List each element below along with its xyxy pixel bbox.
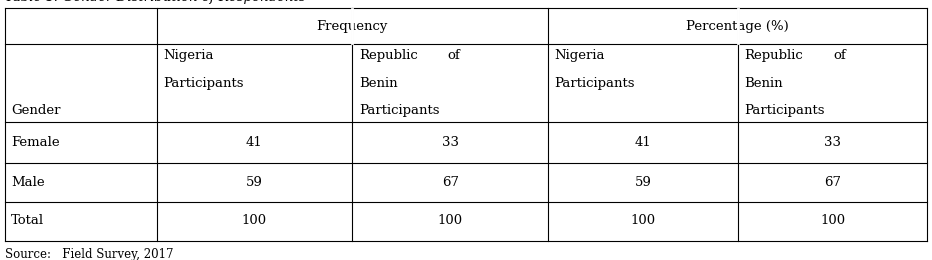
Text: of: of xyxy=(833,49,846,62)
Text: Republic: Republic xyxy=(745,49,803,62)
Text: Total: Total xyxy=(11,214,45,228)
Text: Table 1: Gender Distribution of Respondents: Table 1: Gender Distribution of Responde… xyxy=(5,0,305,4)
Text: 100: 100 xyxy=(438,214,462,228)
Text: 100: 100 xyxy=(631,214,655,228)
Text: Participants: Participants xyxy=(745,104,825,117)
Text: 67: 67 xyxy=(824,176,842,188)
Text: 41: 41 xyxy=(246,136,263,149)
Text: Female: Female xyxy=(11,136,60,149)
Text: Nigeria: Nigeria xyxy=(163,49,213,62)
Text: Gender: Gender xyxy=(11,104,61,117)
Text: 59: 59 xyxy=(635,176,651,188)
Text: 100: 100 xyxy=(820,214,845,228)
Text: Benin: Benin xyxy=(745,77,783,90)
Text: of: of xyxy=(447,49,460,62)
Text: 100: 100 xyxy=(242,214,267,228)
Text: 33: 33 xyxy=(442,136,459,149)
Text: Frequency: Frequency xyxy=(317,20,388,32)
Text: 33: 33 xyxy=(824,136,842,149)
Text: 59: 59 xyxy=(246,176,263,188)
Text: Republic: Republic xyxy=(359,49,418,62)
Text: Participants: Participants xyxy=(555,77,635,90)
Text: Participants: Participants xyxy=(359,104,439,117)
Text: Nigeria: Nigeria xyxy=(555,49,605,62)
Text: Percentage (%): Percentage (%) xyxy=(686,20,789,32)
Text: Male: Male xyxy=(11,176,45,188)
Text: 67: 67 xyxy=(442,176,459,188)
Text: Participants: Participants xyxy=(163,77,243,90)
Text: Source:   Field Survey, 2017: Source: Field Survey, 2017 xyxy=(5,248,173,260)
Text: 41: 41 xyxy=(635,136,651,149)
Text: Benin: Benin xyxy=(359,77,397,90)
